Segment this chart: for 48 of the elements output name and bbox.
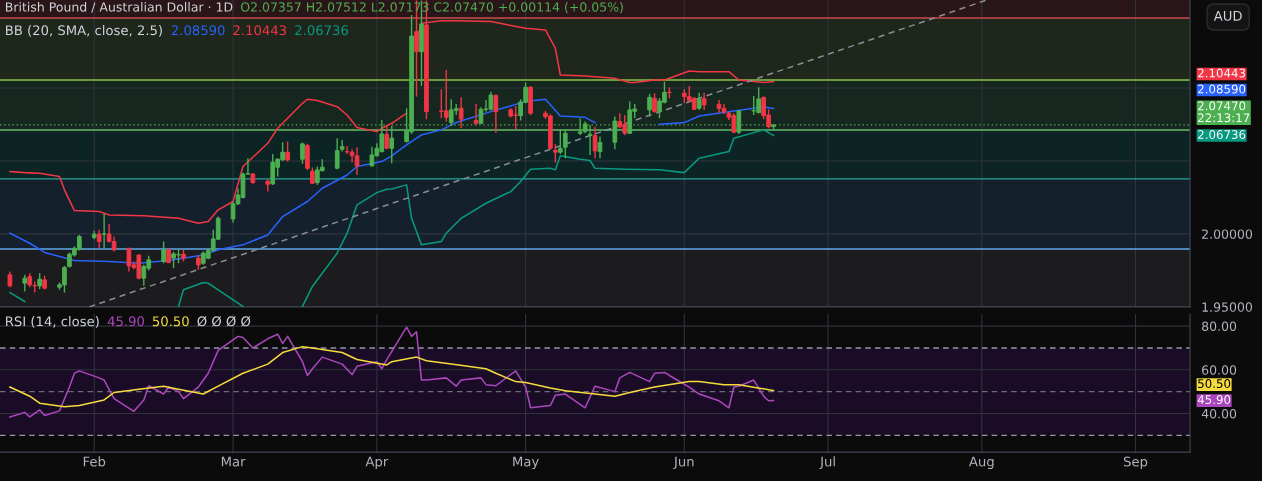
- x-tick-label: Jun: [673, 456, 694, 469]
- annotation: BB (20, SMA, close, 2.5): [6, 25, 162, 37]
- y-tick-label: 40.00: [1201, 408, 1237, 419]
- text: 2.07470 22:13:17: [1198, 101, 1250, 123]
- candlestick: [96, 229, 102, 249]
- annotation: 2.08590: [171, 25, 225, 36]
- candlestick: [493, 93, 499, 134]
- x-tick-label: Mar: [221, 456, 246, 467]
- candlestick: [597, 135, 603, 159]
- candlestick: [473, 103, 479, 126]
- candlestick: [101, 212, 107, 249]
- annotation: Ø Ø Ø Ø: [197, 316, 251, 327]
- text: 2.08590: [1198, 84, 1246, 94]
- candlestick: [389, 125, 395, 164]
- y-tick-label: 1.95000: [1202, 302, 1253, 312]
- candlestick: [562, 128, 568, 159]
- x-tick-label: Aug: [969, 456, 994, 470]
- candlestick: [161, 240, 166, 264]
- annotation: 45.90: [107, 316, 145, 327]
- x-tick-label: Feb: [83, 456, 106, 467]
- annotation: RSI (14, close): [6, 316, 99, 328]
- y-tick-label: 80.00: [1202, 321, 1237, 332]
- candlestick: [751, 95, 757, 116]
- x-tick-label: May: [513, 456, 539, 470]
- candlestick: [557, 128, 563, 155]
- text: 2.10443: [1198, 68, 1246, 78]
- candlestick: [458, 96, 464, 129]
- candlestick: [126, 247, 132, 273]
- candlestick: [553, 143, 558, 164]
- x-tick-label: Jul: [819, 456, 835, 469]
- candlestick: [612, 115, 618, 150]
- candlestick: [592, 125, 598, 159]
- y-axis-title: AUD: [1213, 11, 1242, 21]
- x-tick-label: Sep: [1123, 456, 1148, 470]
- y-tick-label: 60.00: [1202, 365, 1237, 375]
- x-tick-label: Apr: [365, 456, 389, 470]
- text: 2.06736: [1198, 130, 1246, 139]
- text: 45.90: [1197, 395, 1231, 405]
- annotation: 2.06736: [295, 25, 348, 36]
- candlestick: [652, 92, 657, 114]
- chart-title: British Pound / Australian Dollar · 1D: [5, 2, 233, 13]
- y-tick-label: 2.00000: [1202, 229, 1253, 239]
- candlestick: [369, 145, 375, 168]
- annotation: 2.10443: [233, 25, 287, 36]
- text: 50.50: [1198, 379, 1231, 389]
- annotation: 50.50: [152, 316, 189, 327]
- candlestick: [443, 69, 449, 123]
- candlestick: [647, 93, 652, 118]
